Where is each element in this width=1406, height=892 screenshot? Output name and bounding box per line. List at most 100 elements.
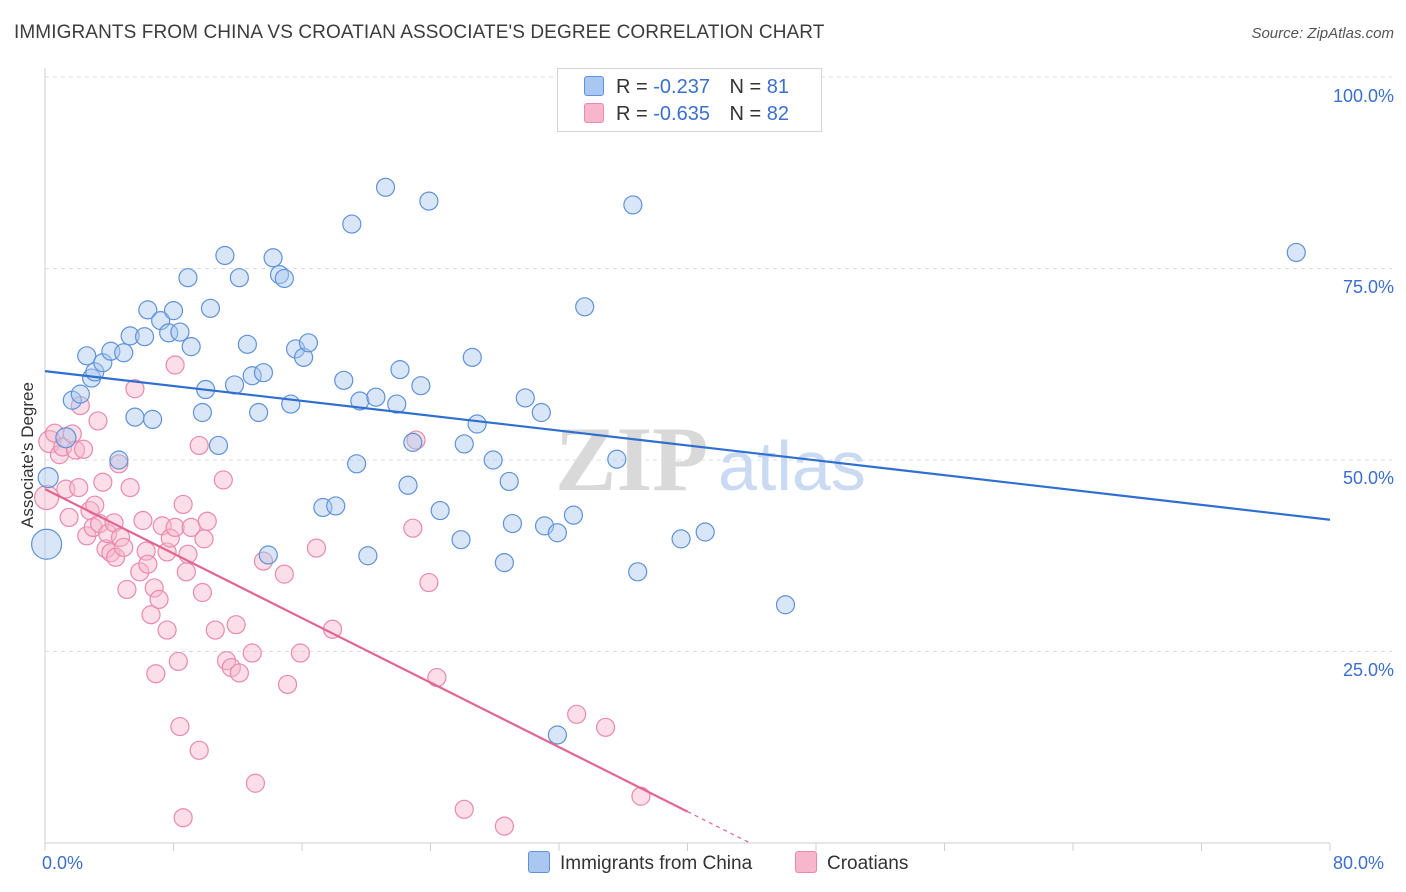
- watermark-atlas: atlas: [718, 427, 866, 505]
- china-point: [454, 434, 474, 454]
- china-point: [411, 376, 431, 396]
- croatians-point: [403, 518, 423, 538]
- croatians-point: [194, 529, 214, 549]
- croatians-point: [242, 643, 262, 663]
- china-point: [419, 191, 439, 211]
- croatia-swatch: [584, 103, 604, 123]
- china-point: [93, 353, 113, 373]
- china-point: [143, 409, 163, 430]
- china-point: [134, 327, 155, 347]
- y-tick-75: 75.0%: [1342, 277, 1394, 297]
- china-point: [467, 414, 487, 434]
- croatians-point: [494, 816, 514, 836]
- china-point: [215, 245, 235, 266]
- china-point: [298, 333, 319, 353]
- china-point: [358, 546, 378, 566]
- china-n-value: 81: [766, 76, 790, 98]
- china-point: [181, 337, 201, 357]
- watermark: ZIP atlas: [555, 408, 866, 510]
- croatians-point: [197, 511, 217, 531]
- china-point: [253, 363, 274, 383]
- china-point: [387, 394, 407, 414]
- china-point: [462, 347, 482, 367]
- croatians-point: [69, 477, 89, 498]
- croatians-point: [595, 717, 616, 737]
- croatians-point: [165, 517, 185, 538]
- croatians-point: [567, 704, 587, 724]
- croatians-point: [93, 472, 113, 492]
- y-axis-label: Associate's Degree: [18, 382, 37, 528]
- croatians-point: [170, 716, 190, 737]
- croatians-point: [165, 355, 185, 375]
- croatia-n-value: 82: [766, 103, 790, 125]
- china-point: [671, 529, 691, 549]
- china-r-value: -0.237: [653, 76, 710, 98]
- y-tick-100: 100.0%: [1332, 86, 1394, 106]
- china-point: [350, 391, 370, 411]
- y-tick-50: 50.0%: [1342, 468, 1394, 488]
- china-legend-label: Immigrants from China: [560, 853, 753, 874]
- croatians-point: [192, 582, 213, 603]
- croatians-point: [406, 430, 426, 450]
- trend-lines: [44, 370, 1331, 844]
- croatians-point: [160, 528, 180, 548]
- china-point: [200, 298, 221, 318]
- china-point: [242, 366, 262, 386]
- china-point: [1286, 242, 1306, 263]
- china-point: [623, 195, 643, 215]
- croatians-point: [106, 547, 126, 567]
- china-point: [531, 402, 551, 423]
- china-point: [547, 523, 567, 543]
- china-point: [249, 402, 269, 423]
- china-point: [178, 268, 198, 288]
- croatians-point: [245, 773, 266, 793]
- china-point: [403, 432, 423, 452]
- china-point: [451, 530, 471, 550]
- china-point: [109, 450, 129, 470]
- china-point: [120, 326, 140, 346]
- croatians-point: [114, 537, 134, 557]
- r-label: R =: [616, 76, 648, 98]
- legend-china: Immigrants from China: [528, 851, 752, 875]
- croatians-point: [189, 740, 209, 760]
- croatians-point: [117, 579, 137, 600]
- china-point: [347, 454, 367, 474]
- china-point: [208, 435, 229, 456]
- axes: [44, 68, 1331, 851]
- croatians-point: [419, 572, 439, 593]
- croatians-point: [631, 786, 651, 806]
- watermark-zip: ZIP: [555, 408, 708, 510]
- china-point: [37, 467, 59, 489]
- china-point: [334, 370, 354, 390]
- china-point: [229, 268, 249, 288]
- croatians-point: [73, 439, 94, 459]
- china-point: [695, 522, 715, 542]
- croatians-point: [98, 523, 118, 544]
- croatians-point: [205, 620, 225, 640]
- stats-legend: R = -0.237 N = 81 R = -0.635 N = 82: [557, 68, 822, 132]
- gridlines: [45, 76, 1392, 652]
- croatia-legend-swatch: [795, 851, 817, 873]
- croatians-point: [168, 651, 188, 672]
- china-point: [483, 450, 503, 470]
- china-point: [163, 301, 184, 321]
- china-point: [398, 475, 418, 495]
- china-point: [430, 500, 450, 521]
- croatians-point: [130, 562, 150, 582]
- china-point: [390, 360, 410, 380]
- croatians-point: [226, 615, 246, 635]
- china-point: [366, 387, 386, 407]
- china-point: [607, 449, 627, 469]
- croatians-point: [306, 538, 327, 558]
- croatians-point: [149, 589, 169, 610]
- croatians-point: [88, 411, 108, 431]
- china-point: [494, 553, 514, 573]
- china-point: [31, 528, 63, 560]
- china-point: [515, 388, 535, 408]
- y-tick-25: 25.0%: [1342, 660, 1394, 680]
- croatians-point: [216, 651, 237, 671]
- source-label: Source: ZipAtlas.com: [1251, 25, 1394, 42]
- china-point: [237, 334, 257, 354]
- china-point: [628, 562, 648, 582]
